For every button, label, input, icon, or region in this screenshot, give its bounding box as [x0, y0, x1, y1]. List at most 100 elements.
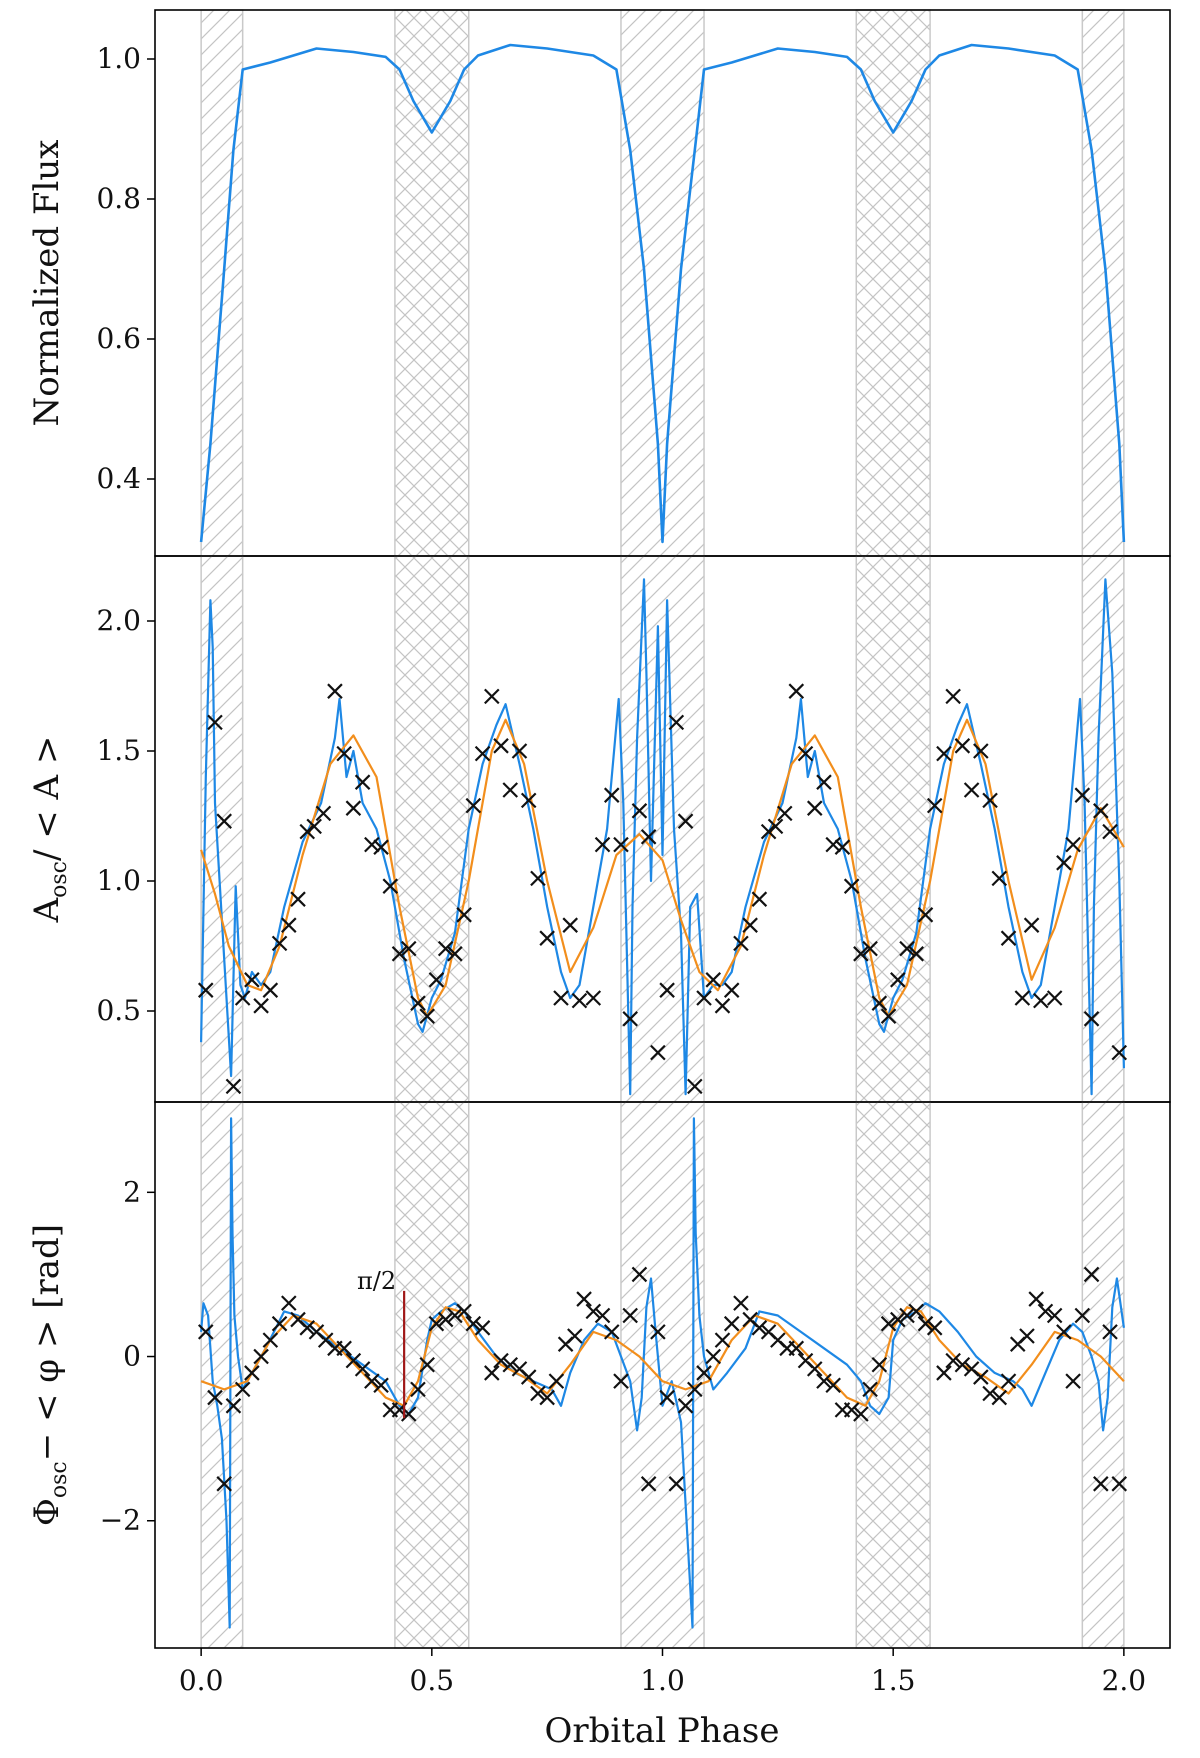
amplitude-marker-75 — [899, 940, 915, 957]
amplitude-marker-49 — [659, 982, 675, 998]
flux-ytick-label-3: 1.0 — [96, 42, 141, 75]
amplitude-marker-90 — [1046, 990, 1063, 1006]
phase-marker-51 — [668, 1476, 685, 1492]
amplitude-marker-52 — [687, 1078, 703, 1095]
amplitude-marker-33 — [502, 782, 519, 798]
amplitude-marker-21 — [391, 946, 408, 962]
amplitude-marker-37 — [539, 930, 555, 946]
amplitude-marker-51 — [677, 813, 694, 829]
amplitude-shaded-region-0 — [200, 555, 244, 1103]
phase-marker-99 — [1111, 1476, 1128, 1492]
amplitude-marker-76 — [908, 946, 925, 962]
phase-marker-44 — [603, 1324, 620, 1340]
amplitude-marker-62 — [776, 805, 793, 822]
phase-marker-56 — [714, 1332, 731, 1348]
amplitude-y-label-sub: osc — [47, 861, 72, 898]
phase-marker-26 — [437, 1311, 454, 1328]
amplitude-marker-8 — [271, 935, 288, 952]
amplitude-marker-88 — [1023, 917, 1040, 933]
amplitude-marker-67 — [825, 836, 841, 853]
x-tick-label-2: 1.0 — [640, 1664, 685, 1697]
phase-marker-60 — [751, 1320, 768, 1336]
amplitude-marker-6 — [253, 998, 269, 1014]
phase-marker-11 — [299, 1320, 316, 1336]
phase-shaded-region-1 — [394, 1101, 470, 1649]
phase-y-axis-label: Φosc− < φ > [rad] — [27, 1224, 72, 1526]
flux-ytick-label-2: 0.8 — [96, 182, 141, 215]
panel-phase: −2 0 2 Φosc− < φ > [rad] π/2 — [27, 1101, 1171, 1649]
amplitude-ytick-label-0: 0.5 — [96, 994, 141, 1027]
amplitude-marker-57 — [733, 935, 749, 952]
amplitude-y-axis-label: Aosc/ < A > — [27, 736, 72, 924]
phase-marker-81 — [945, 1352, 961, 1369]
amplitude-marker-1 — [207, 714, 223, 731]
amplitude-marker-15 — [336, 745, 352, 762]
panel-amplitude: 0.5 1.0 1.5 2.0 Aosc/ < A > — [27, 555, 1171, 1103]
phase-marker-49 — [650, 1324, 666, 1340]
phase-marker-9 — [281, 1295, 297, 1311]
phase-marker-75 — [890, 1311, 906, 1328]
phase-marker-57 — [723, 1315, 740, 1332]
flux-ytick-label-0: 0.4 — [96, 462, 141, 495]
phase-marker-76 — [899, 1307, 915, 1324]
amplitude-marker-9 — [281, 917, 297, 933]
phase-marker-24 — [419, 1356, 435, 1373]
amplitude-marker-32 — [493, 738, 509, 754]
phase-marker-35 — [520, 1369, 537, 1385]
phase-marker-1 — [207, 1389, 223, 1406]
amplitude-marker-95 — [1093, 803, 1109, 819]
amplitude-marker-60 — [760, 823, 777, 840]
phase-y-label-sub: osc — [47, 1461, 72, 1498]
amplitude-marker-81 — [954, 738, 971, 754]
phase-marker-80 — [936, 1365, 952, 1381]
amplitude-marker-86 — [1000, 930, 1017, 946]
phase-marker-71 — [853, 1406, 869, 1422]
phase-marker-15 — [336, 1340, 352, 1357]
amplitude-marker-59 — [751, 891, 768, 907]
phase-marker-98 — [1102, 1324, 1118, 1340]
phase-marker-0 — [197, 1324, 214, 1340]
amplitude-marker-18 — [364, 836, 380, 853]
flux-series-light-curve — [199, 43, 1126, 544]
amplitude-marker-82 — [963, 782, 980, 798]
phase-marker-28 — [456, 1303, 472, 1320]
amplitude-marker-3 — [225, 1078, 242, 1095]
phase-shaded-regions — [200, 1101, 1125, 1649]
amplitude-marker-12 — [306, 818, 322, 835]
amplitude-data — [197, 578, 1128, 1096]
pi-half-annotation: π/2 — [357, 1267, 396, 1295]
amplitude-marker-80 — [945, 688, 961, 705]
amplitude-marker-13 — [315, 805, 332, 822]
phase-marker-42 — [585, 1303, 602, 1320]
amplitude-marker-53 — [696, 990, 712, 1006]
phase-shaded-region-2 — [620, 1101, 705, 1649]
phase-y-label-rest: − < φ > [rad] — [27, 1224, 67, 1461]
phase-ytick-label-1: 0 — [123, 1340, 141, 1373]
amplitude-marker-96 — [1102, 823, 1118, 840]
flux-shaded-region-4 — [1081, 9, 1125, 557]
phase-marker-55 — [705, 1348, 722, 1365]
phase-ytick-label-2: 2 — [123, 1175, 141, 1208]
phase-marker-70 — [843, 1402, 860, 1418]
amplitude-marker-28 — [456, 907, 472, 923]
amplitude-marker-27 — [447, 946, 463, 962]
phase-marker-84 — [973, 1369, 989, 1385]
amplitude-y-ticks: 0.5 1.0 1.5 2.0 — [96, 604, 155, 1027]
amplitude-marker-43 — [603, 787, 620, 803]
phase-marker-30 — [474, 1320, 491, 1336]
amplitude-marker-91 — [1056, 855, 1072, 871]
flux-shaded-region-3 — [855, 9, 931, 557]
amplitude-marker-34 — [511, 743, 528, 759]
phase-marker-31 — [484, 1365, 500, 1381]
amplitude-marker-61 — [767, 818, 784, 835]
amplitude-marker-85 — [991, 870, 1008, 887]
amplitude-marker-94 — [1083, 1011, 1100, 1027]
phase-ytick-label-0: −2 — [100, 1504, 141, 1537]
amplitude-marker-11 — [299, 823, 316, 840]
phase-marker-91 — [1037, 1303, 1054, 1320]
phase-marker-92 — [1046, 1307, 1063, 1324]
flux-shaded-region-1 — [394, 9, 470, 557]
amplitude-marker-93 — [1074, 787, 1091, 803]
amplitude-marker-70 — [853, 946, 869, 962]
amplitude-marker-83 — [973, 743, 989, 759]
